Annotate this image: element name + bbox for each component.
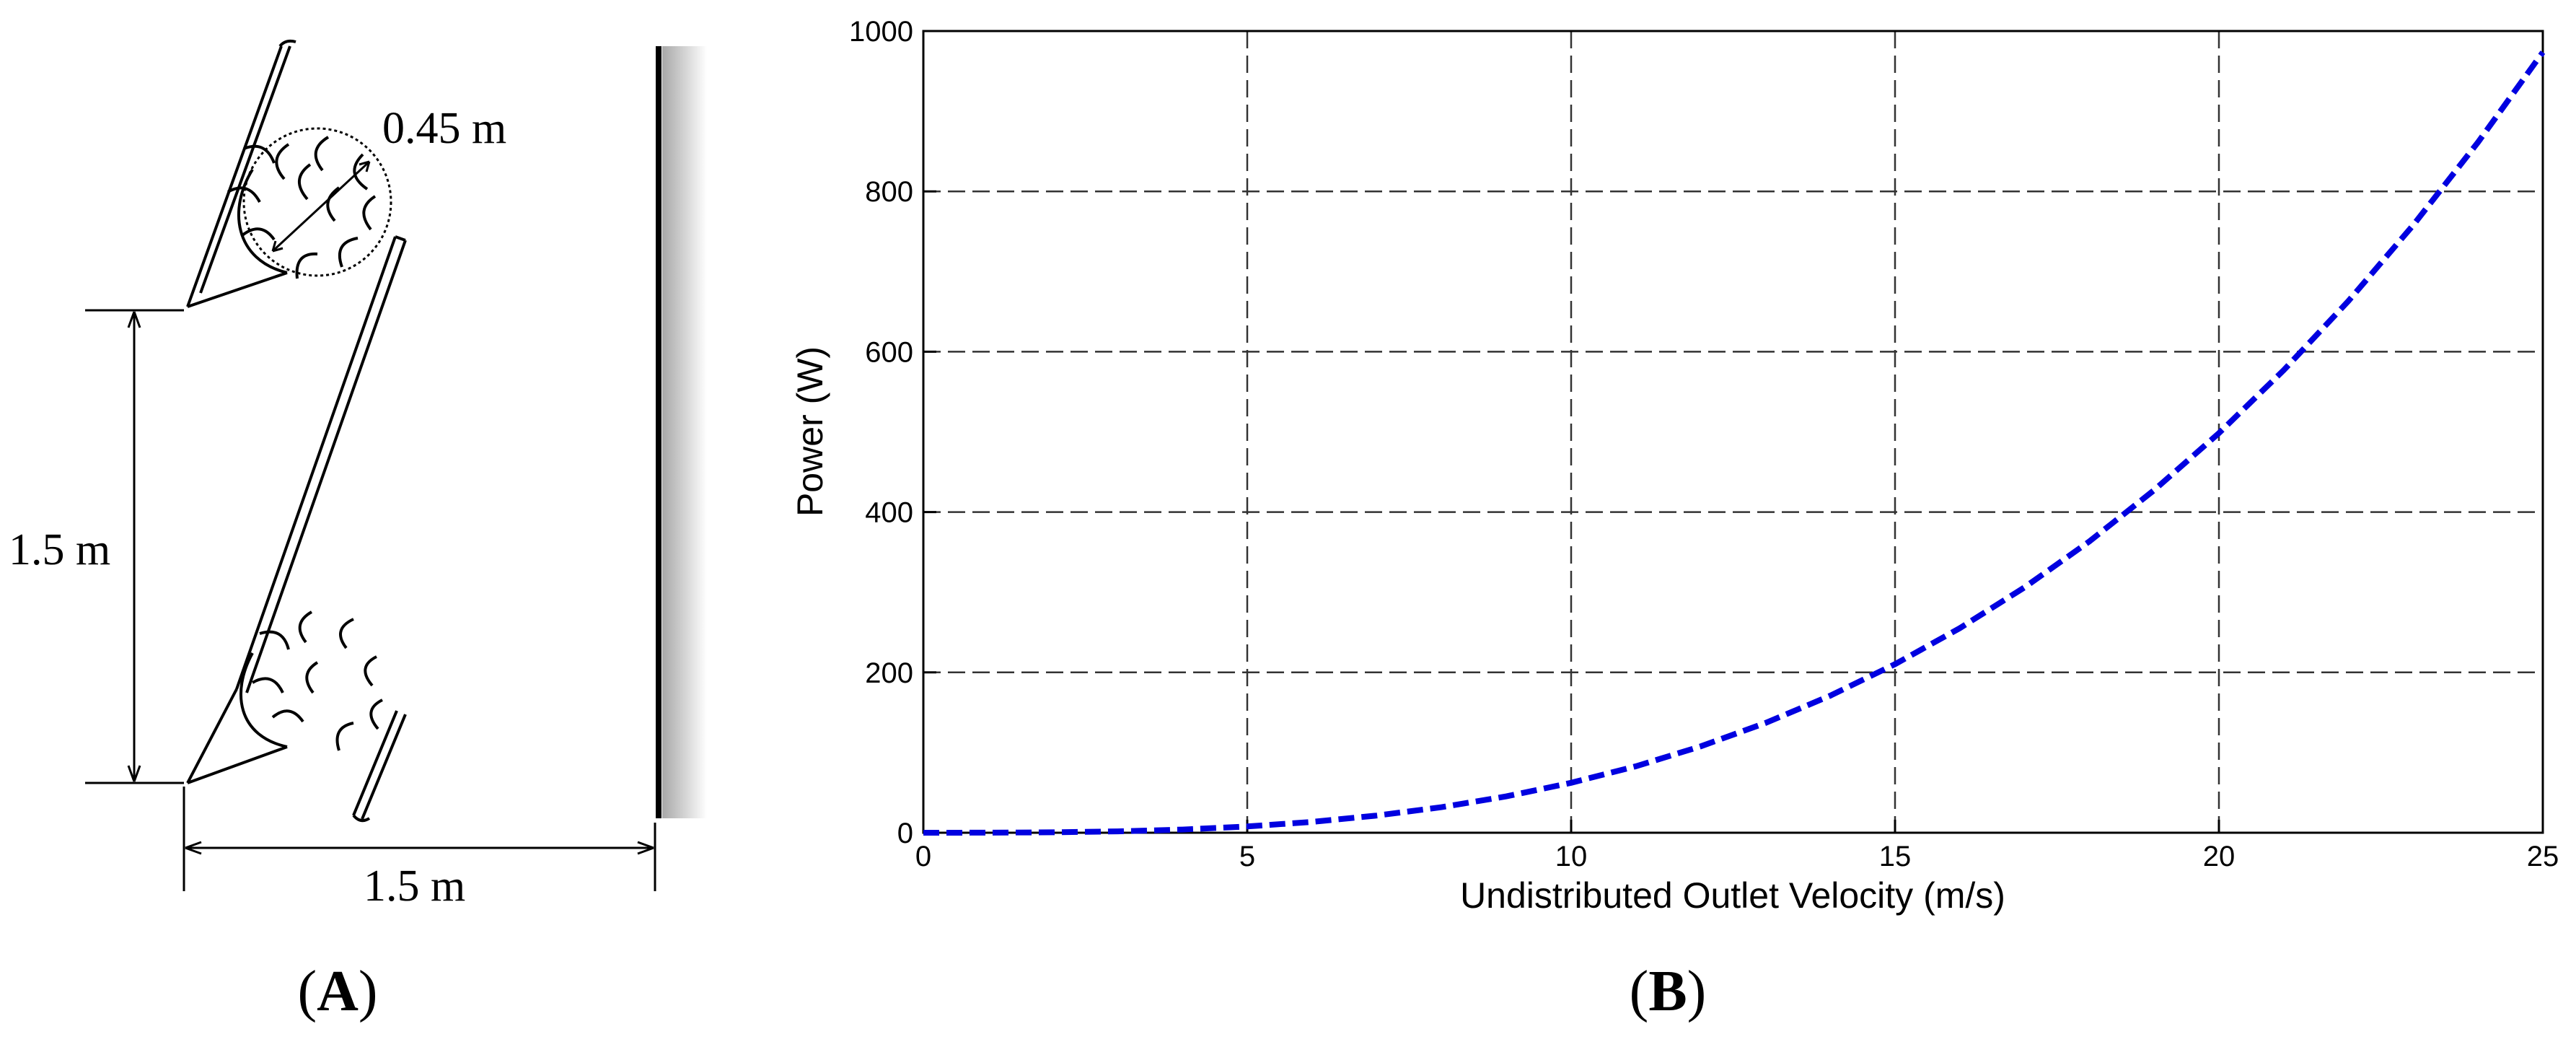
- panel-b-label: B: [1648, 960, 1687, 1023]
- upper-diameter-arrow: [271, 160, 371, 253]
- plot-area-frame: [922, 30, 2544, 834]
- y-tick-labels: 0 200 400 600 800 1000: [849, 16, 913, 849]
- chart: 0 5 10 15 20 25 0 200 400 600 800 1000 Undistribut…: [790, 16, 2559, 916]
- panel-a-caption: (A): [297, 960, 377, 1023]
- svg-text:(B): (B): [1630, 960, 1707, 1023]
- x-tick-labels: 0 5 10 15 20 25: [915, 841, 2559, 872]
- vertical-dim-arrowheads: [127, 311, 141, 782]
- y-tick-label: 800: [865, 176, 913, 208]
- panel-a-label: A: [317, 960, 359, 1023]
- horizontal-dimension: [183, 787, 656, 891]
- upper-blades: [227, 136, 377, 279]
- dim-turbine-diameter-label: 0.45 m: [382, 104, 506, 153]
- lower-turbine: [186, 610, 407, 823]
- lower-blades: [252, 610, 383, 751]
- y-tick-label: 200: [865, 657, 913, 689]
- y-axis-label: Power (W): [790, 346, 830, 517]
- svg-text:(A): (A): [297, 960, 377, 1023]
- x-tick-label: 10: [1555, 841, 1588, 872]
- lower-guide-base: [187, 745, 288, 784]
- y-tick-label: 400: [865, 497, 913, 529]
- x-tick-label: 0: [915, 841, 931, 872]
- dim-horizontal-spacing-label: 1.5 m: [364, 862, 465, 911]
- lower-casing-curve: [239, 652, 288, 748]
- upper-casing-curve: [237, 168, 288, 274]
- dim-vertical-spacing-label: 1.5 m: [9, 525, 110, 574]
- upper-guide-plate: [186, 45, 283, 307]
- upper-diameter-arrowheads: [271, 160, 371, 253]
- horizontal-dim-arrowheads: [185, 841, 654, 855]
- panel-a-diagram: [85, 39, 707, 891]
- lower-outlet-plate-2: [361, 714, 407, 820]
- long-guide-plate: [235, 235, 407, 693]
- chart-grid: [923, 31, 2543, 833]
- power-curve-series: [923, 51, 2546, 836]
- upper-guide-tip: [278, 39, 296, 48]
- panel-b-caption: (B): [1630, 960, 1707, 1023]
- x-tick-label: 25: [2527, 841, 2559, 872]
- chart-ticks: [922, 30, 2544, 834]
- long-guide-line-2: [245, 240, 407, 693]
- lower-outlet-tip: [352, 814, 371, 823]
- x-tick-label: 15: [1879, 841, 1912, 872]
- y-tick-label: 600: [865, 336, 913, 368]
- x-axis-label: Undistributed Outlet Velocity (m/s): [1460, 875, 2005, 916]
- vertical-dimension: [85, 309, 184, 784]
- y-tick-label: 1000: [849, 16, 913, 48]
- upper-guide-base: [187, 271, 288, 308]
- wall: [662, 46, 707, 818]
- lower-outlet-plate-1: [352, 710, 398, 816]
- lower-guide-plate: [186, 688, 238, 784]
- x-tick-label: 20: [2203, 841, 2236, 872]
- x-tick-label: 5: [1239, 841, 1255, 872]
- upper-turbine: [186, 39, 392, 308]
- upper-guide-plate-inner: [199, 45, 291, 294]
- y-tick-label: 0: [897, 818, 913, 849]
- long-guide-tip: [395, 235, 406, 242]
- long-guide-line-1: [235, 236, 397, 690]
- upper-rotor-outline: [242, 127, 392, 277]
